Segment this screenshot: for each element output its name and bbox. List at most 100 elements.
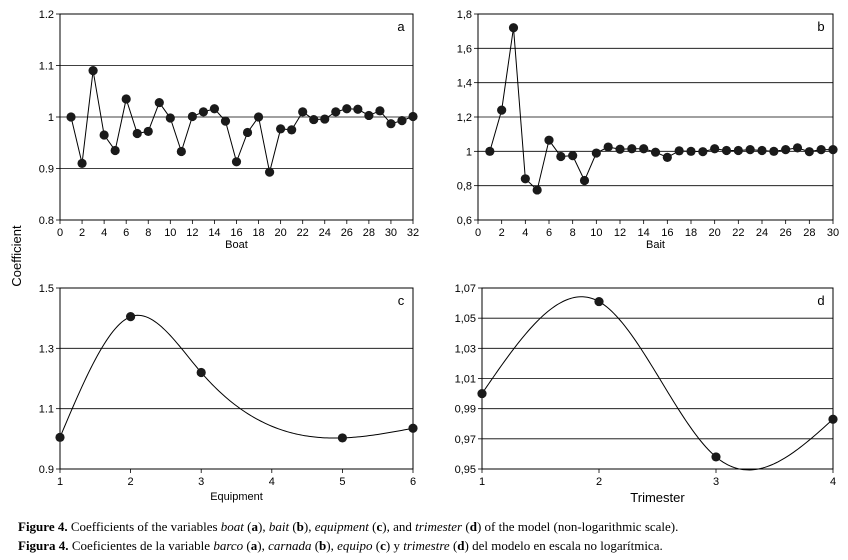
x-tick-label: 4: [269, 476, 275, 488]
x-tick-label: 6: [123, 227, 129, 239]
data-point: [337, 433, 347, 443]
x-tick-label: 16: [230, 227, 242, 239]
data-point: [264, 167, 275, 177]
x-tick-label: 20: [709, 227, 721, 239]
panel-letter: d: [817, 293, 824, 308]
data-point: [242, 127, 253, 138]
caption-es-var-carnada: carnada: [268, 538, 312, 553]
x-axis-label: Bait: [646, 239, 665, 251]
x-tick-label: 32: [407, 227, 419, 239]
data-point: [231, 157, 242, 167]
plot-frame: [59, 287, 414, 470]
chart-panel-b: 0,60,811,21,41,61,80 2 4 6 8 10 12 14 16 18 20 22 24…: [457, 9, 839, 251]
shared-y-axis-label: Coefficient: [9, 225, 24, 287]
x-tick-label: 2: [79, 227, 85, 239]
y-tick-label: 0,95: [455, 464, 476, 476]
y-tick-label: 0,99: [455, 404, 476, 416]
data-point: [745, 145, 755, 155]
panel-letter: c: [398, 293, 405, 308]
data-point: [375, 106, 385, 116]
x-tick-label: 26: [341, 227, 353, 239]
x-tick-label: 10: [164, 227, 176, 239]
y-tick-label: 1.3: [39, 343, 54, 355]
caption-en-letter-a: a: [251, 519, 259, 534]
data-point: [77, 158, 87, 168]
x-tick-label: 8: [145, 227, 151, 239]
data-point: [143, 126, 153, 137]
y-tick-label: 1.1: [39, 61, 54, 73]
y-tick-label: 1.5: [39, 283, 54, 295]
x-tick-label: 12: [186, 227, 198, 239]
caption-es-letter-a: a: [250, 538, 258, 553]
data-point: [309, 114, 319, 125]
data-point: [55, 432, 65, 442]
x-tick-label: 24: [319, 227, 331, 239]
data-point: [220, 116, 231, 126]
y-tick-label: 1,01: [455, 374, 476, 386]
data-point: [757, 145, 767, 156]
data-point: [781, 145, 791, 155]
data-point: [662, 152, 672, 162]
data-point: [287, 125, 297, 135]
caption-es-label: Figura 4.: [18, 538, 69, 553]
chart-panel-d: 0,95 0,97 0,99 1,01 1,03 1,05 1,07 1 2 3 4 Trimeste…: [455, 283, 838, 505]
y-tick-label: 1,8: [457, 9, 472, 21]
caption-en-letter-d: d: [469, 519, 477, 534]
data-point: [816, 145, 826, 155]
caption-es-var-trimestre: trimestre: [403, 538, 450, 553]
y-tick-label: 1,4: [457, 78, 472, 90]
data-point: [342, 104, 352, 114]
data-point: [397, 116, 407, 126]
x-tick-label: 28: [363, 227, 375, 239]
caption-english: Figure 4. Coefficients of the variables …: [18, 519, 679, 534]
data-point: [121, 94, 131, 104]
x-axis-label: Boat: [225, 239, 248, 251]
data-point: [711, 452, 721, 462]
data-point: [187, 111, 197, 122]
y-tick-label: 1,6: [457, 43, 472, 55]
x-tick-label: 14: [208, 227, 220, 239]
y-tick-label: 0,6: [457, 215, 472, 227]
caption-en-label: Figure 4.: [18, 519, 68, 534]
data-point: [320, 114, 330, 124]
series-line: [489, 27, 833, 191]
caption-en-text: ,: [262, 519, 269, 534]
y-tick-label: 1,03: [455, 343, 476, 355]
caption-es-text: ,: [261, 538, 269, 553]
x-tick-label: 16: [661, 227, 673, 239]
y-tick-label: 0,8: [457, 181, 472, 193]
caption-spanish: Figura 4. Coeficientes de la variable ba…: [18, 538, 663, 553]
data-point: [828, 145, 838, 155]
y-tick-label: 0.8: [39, 215, 54, 227]
data-point: [364, 110, 374, 121]
data-point: [792, 143, 803, 153]
x-tick-label: 1: [479, 476, 485, 488]
x-tick-label: 26: [780, 227, 792, 239]
x-tick-label: 18: [252, 227, 264, 239]
y-tick-label: 0.9: [39, 164, 54, 176]
data-point: [686, 146, 696, 156]
x-tick-label: 6: [410, 476, 416, 488]
data-point: [99, 130, 109, 140]
data-point: [627, 144, 637, 154]
y-tick-label: 0,97: [455, 434, 476, 446]
y-tick-label: 1,2: [457, 112, 472, 124]
y-tick-label: 1.1: [39, 404, 54, 416]
y-tick-label: 1.2: [39, 9, 54, 21]
data-point: [544, 135, 554, 145]
caption-es-letter-d: d: [457, 538, 465, 553]
caption-es-var-equipo: equipo: [337, 538, 373, 553]
caption-es-text: del modelo en escala no logarítmica.: [468, 538, 663, 553]
caption-en-letter-c: c: [376, 519, 383, 534]
x-tick-label: 6: [546, 227, 552, 239]
data-point: [66, 112, 76, 122]
data-point: [556, 151, 566, 162]
y-tick-label: 1,07: [455, 283, 476, 295]
x-tick-label: 20: [275, 227, 287, 239]
data-point: [710, 144, 720, 154]
caption-es-text: y: [390, 538, 404, 553]
series-line: [481, 296, 834, 471]
y-tick-label: 1: [48, 112, 54, 124]
data-point: [176, 146, 186, 157]
y-tick-label: 1: [466, 146, 472, 158]
